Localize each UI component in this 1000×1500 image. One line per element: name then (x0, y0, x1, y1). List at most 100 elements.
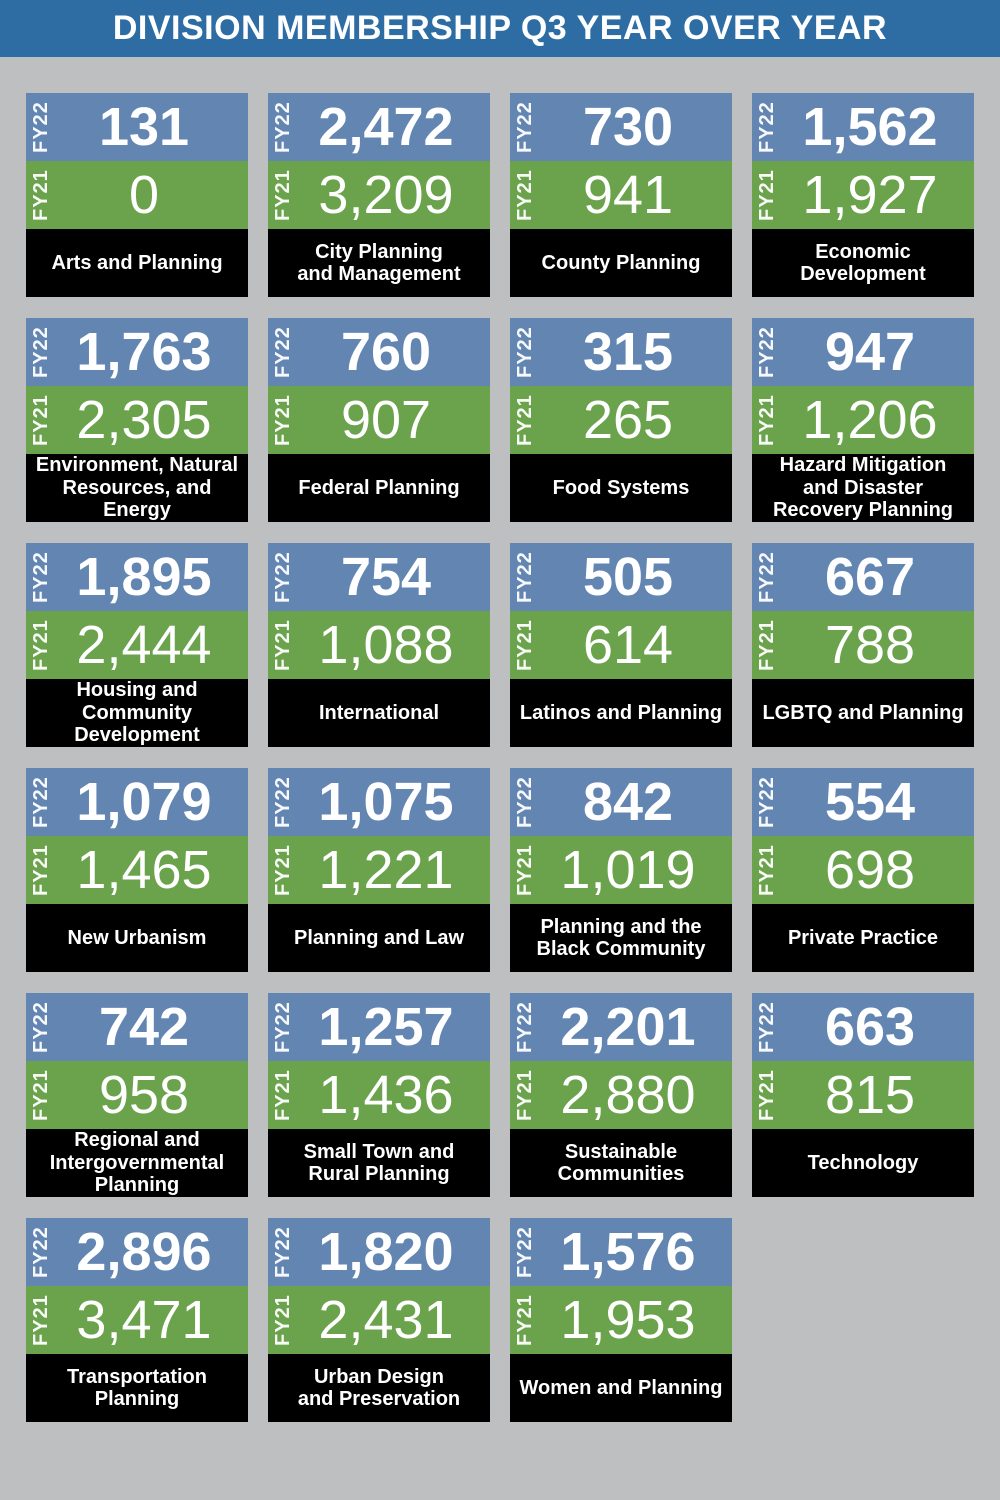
fy22-band: FY22 760 (268, 318, 490, 386)
fy22-band: FY22 2,201 (510, 993, 732, 1061)
division-name: Housing and Community Development (74, 679, 200, 747)
fy21-value: 2,880 (560, 1065, 696, 1125)
fy21-band: FY21 614 (510, 611, 732, 679)
fy22-value: 1,257 (318, 997, 454, 1057)
fy21-band: FY21 698 (752, 836, 974, 904)
fy21-series-label: FY21 (514, 1069, 536, 1121)
fy21-value: 907 (340, 390, 432, 450)
division-name-band: Housing and Community Development (26, 679, 248, 747)
fy22-value: 667 (824, 547, 916, 607)
division-name-band: Hazard Mitigation and Disaster Recovery … (752, 454, 974, 522)
fy22-band: FY22 131 (26, 93, 248, 161)
division-card: FY22 1,576 FY21 1,953 Women and Planning (510, 1218, 732, 1422)
fy22-value: 760 (340, 322, 432, 382)
fy21-series-label: FY21 (756, 394, 778, 446)
fy22-band: FY22 554 (752, 768, 974, 836)
division-name-band: Transportation Planning (26, 1354, 248, 1422)
division-name-band: Planning and Law (268, 904, 490, 972)
fy22-band: FY22 1,562 (752, 93, 974, 161)
fy22-series-label: FY22 (514, 776, 536, 828)
fy21-value: 1,221 (318, 840, 454, 900)
fy22-value: 1,763 (76, 322, 212, 382)
fy22-series-label: FY22 (756, 1001, 778, 1053)
fy22-band: FY22 1,576 (510, 1218, 732, 1286)
fy22-band: FY22 742 (26, 993, 248, 1061)
division-card: FY22 730 FY21 941 County Planning (510, 93, 732, 297)
division-name: Urban Design and Preservation (297, 1365, 461, 1410)
fy21-value: 1,088 (318, 615, 454, 675)
division-name: Regional and Intergovernmental Planning (49, 1129, 225, 1197)
division-name-band: Economic Development (752, 229, 974, 297)
division-name-band: County Planning (510, 229, 732, 297)
fy21-value: 614 (582, 615, 674, 675)
fy22-series-label: FY22 (756, 776, 778, 828)
fy21-value: 1,953 (560, 1290, 696, 1350)
fy21-value: 3,471 (76, 1290, 212, 1350)
fy22-series-label: FY22 (30, 776, 52, 828)
fy21-band: FY21 2,305 (26, 386, 248, 454)
fy22-band: FY22 315 (510, 318, 732, 386)
fy21-value: 0 (128, 165, 160, 225)
division-name-band: Urban Design and Preservation (268, 1354, 490, 1422)
fy22-series-label: FY22 (514, 101, 536, 153)
division-card: FY22 1,257 FY21 1,436 Small Town and Rur… (268, 993, 490, 1197)
fy21-series-label: FY21 (514, 394, 536, 446)
fy22-value: 1,576 (560, 1222, 696, 1282)
fy21-band: FY21 788 (752, 611, 974, 679)
fy22-band: FY22 505 (510, 543, 732, 611)
division-card: FY22 1,562 FY21 1,927 Economic Developme… (752, 93, 974, 297)
division-name: Sustainable Communities (557, 1140, 685, 1185)
fy21-series-label: FY21 (30, 844, 52, 896)
fy22-band: FY22 947 (752, 318, 974, 386)
header-bar: DIVISION MEMBERSHIP Q3 YEAR OVER YEAR (0, 0, 1000, 57)
fy21-band: FY21 1,436 (268, 1061, 490, 1129)
fy22-band: FY22 1,257 (268, 993, 490, 1061)
fy22-band: FY22 754 (268, 543, 490, 611)
fy22-value: 730 (582, 97, 674, 157)
fy22-series-label: FY22 (30, 551, 52, 603)
fy22-band: FY22 1,079 (26, 768, 248, 836)
cards-grid: FY22 131 FY21 0 Arts and Planning FY22 2… (0, 57, 1000, 1422)
division-name: County Planning (541, 251, 701, 274)
fy22-value: 1,562 (802, 97, 938, 157)
fy21-band: FY21 2,880 (510, 1061, 732, 1129)
fy21-series-label: FY21 (514, 619, 536, 671)
fy22-series-label: FY22 (756, 326, 778, 378)
fy22-series-label: FY22 (272, 326, 294, 378)
division-card: FY22 2,896 FY21 3,471 Transportation Pla… (26, 1218, 248, 1422)
fy22-series-label: FY22 (30, 101, 52, 153)
fy21-series-label: FY21 (756, 619, 778, 671)
fy21-band: FY21 1,953 (510, 1286, 732, 1354)
fy22-value: 131 (98, 97, 190, 157)
fy22-value: 1,820 (318, 1222, 454, 1282)
fy21-band: FY21 907 (268, 386, 490, 454)
fy22-series-label: FY22 (272, 1226, 294, 1278)
division-card: FY22 667 FY21 788 LGBTQ and Planning (752, 543, 974, 747)
fy22-series-label: FY22 (30, 326, 52, 378)
fy21-value: 815 (824, 1065, 916, 1125)
fy21-value: 2,444 (76, 615, 212, 675)
fy21-value: 3,209 (318, 165, 454, 225)
division-name: Economic Development (800, 240, 926, 285)
fy22-series-label: FY22 (756, 101, 778, 153)
fy21-band: FY21 1,221 (268, 836, 490, 904)
division-name-band: Environment, Natural Resources, and Ener… (26, 454, 248, 522)
fy21-band: FY21 941 (510, 161, 732, 229)
division-card: FY22 2,472 FY21 3,209 City Planning and … (268, 93, 490, 297)
division-name-band: Federal Planning (268, 454, 490, 522)
fy22-band: FY22 1,075 (268, 768, 490, 836)
division-name: Planning and the Black Community (536, 915, 706, 960)
fy21-series-label: FY21 (272, 1069, 294, 1121)
page-title: DIVISION MEMBERSHIP Q3 YEAR OVER YEAR (112, 9, 888, 47)
fy22-series-label: FY22 (514, 1001, 536, 1053)
fy21-series-label: FY21 (272, 394, 294, 446)
fy22-series-label: FY22 (514, 1226, 536, 1278)
division-name-band: Sustainable Communities (510, 1129, 732, 1197)
division-name: Arts and Planning (51, 251, 223, 274)
fy21-value: 265 (582, 390, 674, 450)
fy22-value: 1,079 (76, 772, 212, 832)
fy21-band: FY21 2,444 (26, 611, 248, 679)
division-card: FY22 1,820 FY21 2,431 Urban Design and P… (268, 1218, 490, 1422)
division-name: Technology (807, 1151, 919, 1174)
fy22-series-label: FY22 (756, 551, 778, 603)
